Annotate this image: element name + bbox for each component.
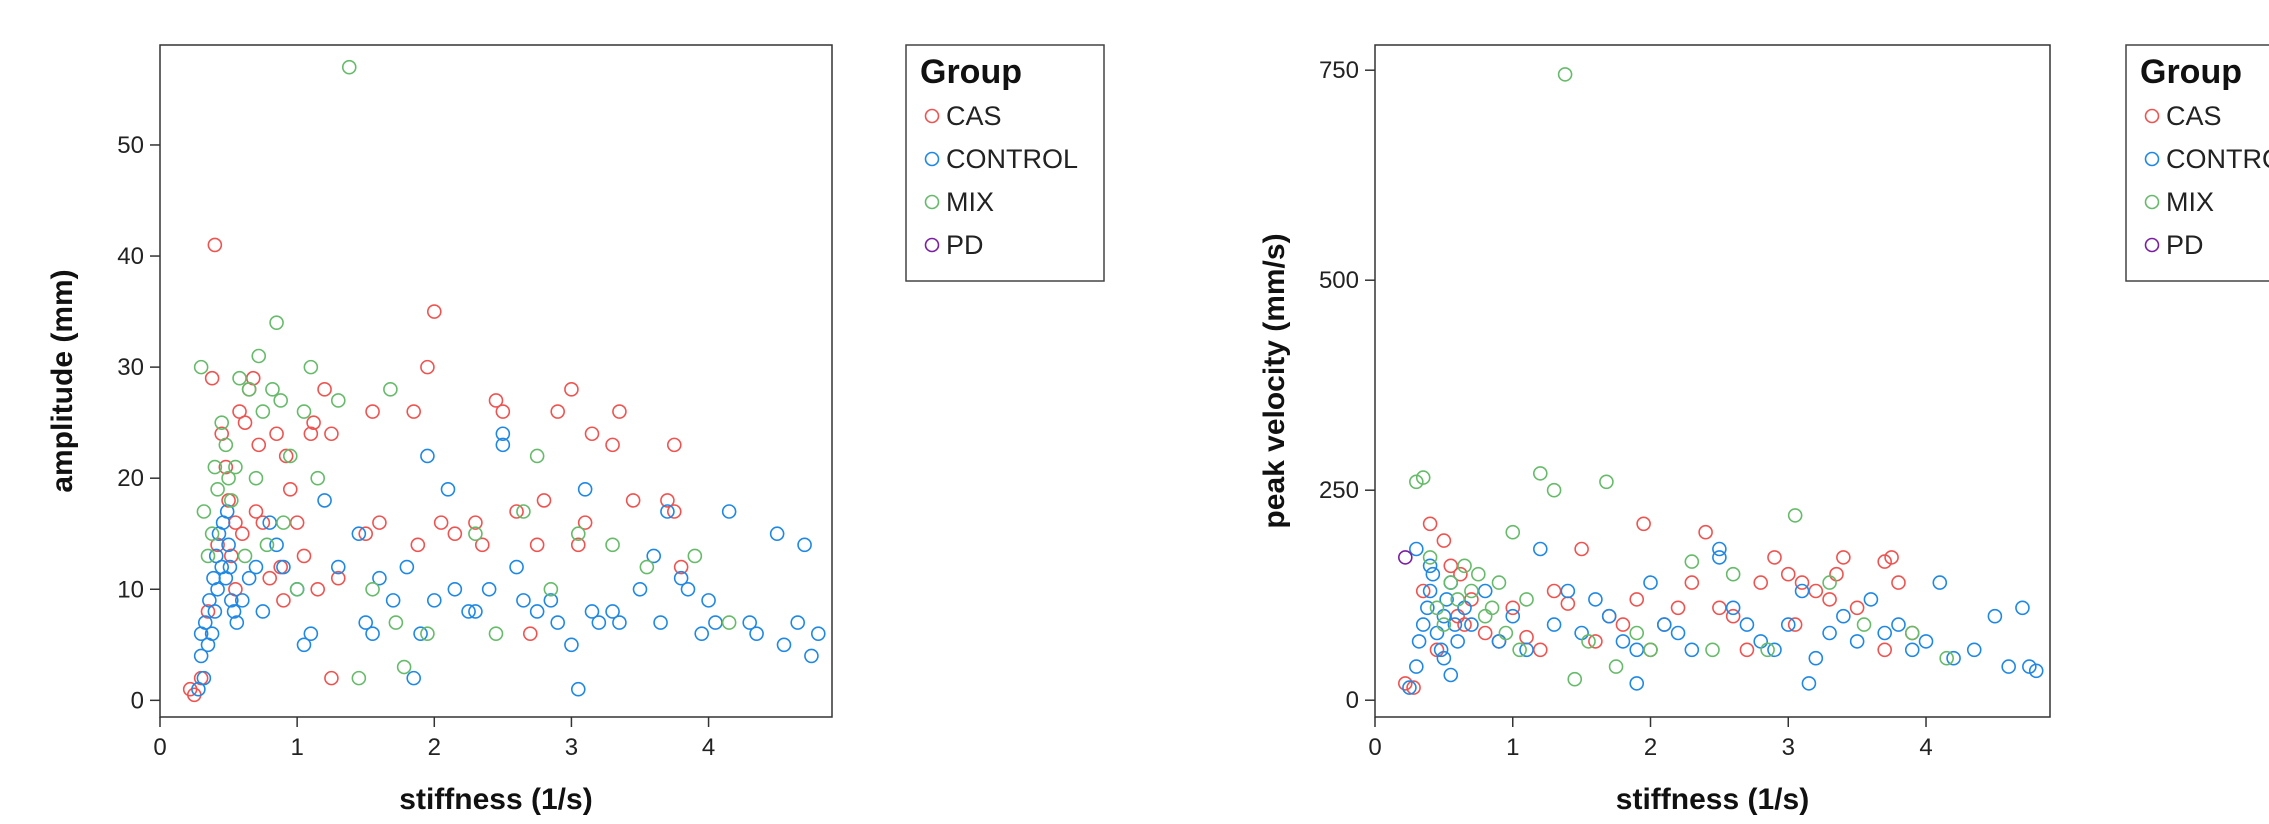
y-tick-label: 10: [117, 576, 144, 603]
x-tick-label: 2: [1644, 734, 1657, 761]
y-tick-label: 40: [117, 243, 144, 270]
x-tick-label: 3: [1782, 734, 1795, 761]
x-axis-title: stiffness (1/s): [1616, 783, 1809, 816]
legend-peak-velocity-chart: Group CAS CONTROL MIX PD: [2126, 45, 2269, 281]
y-axis-title: peak velocity (mm/s): [1258, 233, 1291, 528]
y-tick-label: 750: [1319, 57, 1359, 84]
legend-label-mix: MIX: [2166, 187, 2214, 217]
x-tick-label: 1: [290, 734, 303, 761]
y-tick-label: 20: [117, 465, 144, 492]
x-tick-label: 4: [1919, 734, 1932, 761]
x-tick-label: 2: [428, 734, 441, 761]
legend-label-cas: CAS: [2166, 101, 2222, 131]
y-axis-title: amplitude (mm): [46, 269, 79, 492]
x-tick-label: 0: [153, 734, 166, 761]
x-tick-label: 1: [1506, 734, 1519, 761]
y-tick-label: 0: [1346, 687, 1359, 714]
x-axis-title: stiffness (1/s): [399, 783, 592, 816]
legend-title: Group: [920, 53, 1022, 91]
peak-velocity-scatter-chart: 0 1 2 3 4 0 250 500 750 stiffness (1/s) peak veloc…: [1258, 45, 2050, 816]
y-tick-label: 50: [117, 132, 144, 159]
y-tick-label: 0: [131, 687, 144, 714]
legend-title: Group: [2140, 53, 2242, 91]
plot-area: [1375, 45, 2050, 717]
legend-label-control: CONTROL: [2166, 144, 2269, 174]
legend-label-pd: PD: [2166, 230, 2204, 260]
amplitude-scatter-chart: 0 1 2 3 401020304050stiffness (1/s)amplitude…: [46, 45, 832, 816]
y-tick-label: 30: [117, 354, 144, 381]
legend-amplitude-chart: Group CAS CONTROL MIX PD: [906, 45, 1104, 281]
legend-label-cas: CAS: [946, 101, 1002, 131]
legend-label-control: CONTROL: [946, 144, 1078, 174]
y-tick-label: 500: [1319, 267, 1359, 294]
y-tick-label: 250: [1319, 477, 1359, 504]
legend-label-pd: PD: [946, 230, 984, 260]
x-tick-label: 0: [1368, 734, 1381, 761]
x-tick-label: 3: [565, 734, 578, 761]
x-tick-label: 4: [702, 734, 715, 761]
legend-label-mix: MIX: [946, 187, 994, 217]
